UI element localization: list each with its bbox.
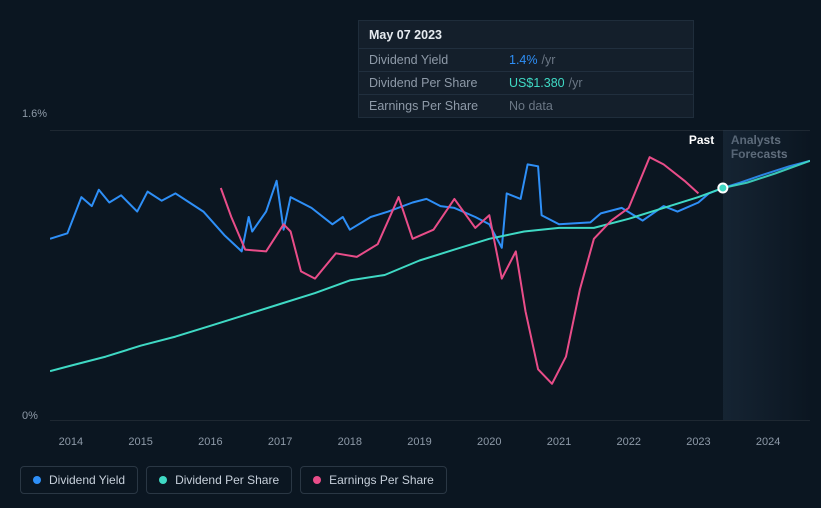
- tooltip-key: Dividend Yield: [369, 53, 509, 67]
- legend-label: Dividend Per Share: [175, 473, 279, 487]
- tooltip-value: US$1.380/yr: [509, 76, 583, 90]
- legend-item[interactable]: Dividend Per Share: [146, 466, 292, 494]
- legend-label: Earnings Per Share: [329, 473, 434, 487]
- marker-dot: [719, 185, 726, 192]
- hover-tooltip: May 07 2023 Dividend Yield1.4%/yrDividen…: [358, 20, 694, 118]
- legend-dot: [159, 476, 167, 484]
- legend-item[interactable]: Earnings Per Share: [300, 466, 447, 494]
- y-axis-label-max: 1.6%: [22, 108, 47, 120]
- series-earnings_per_share: [221, 157, 699, 384]
- legend-item[interactable]: Dividend Yield: [20, 466, 138, 494]
- tooltip-value: 1.4%/yr: [509, 53, 555, 67]
- tooltip-key: Dividend Per Share: [369, 76, 509, 90]
- tooltip-suffix: /yr: [569, 76, 583, 90]
- legend: Dividend Yield Dividend Per Share Earnings…: [20, 466, 447, 494]
- legend-label: Dividend Yield: [49, 473, 125, 487]
- y-axis-label-min: 0%: [22, 410, 38, 422]
- tooltip-row: Earnings Per ShareNo data: [359, 95, 693, 117]
- tooltip-date: May 07 2023: [359, 21, 693, 49]
- series-dividend_per_share: [50, 188, 723, 371]
- legend-dot: [33, 476, 41, 484]
- tooltip-suffix: /yr: [542, 53, 556, 67]
- tooltip-key: Earnings Per Share: [369, 99, 509, 113]
- tooltip-row: Dividend Per ShareUS$1.380/yr: [359, 72, 693, 95]
- series-dividend_yield: [50, 164, 723, 251]
- tooltip-value: No data: [509, 99, 557, 113]
- legend-dot: [313, 476, 321, 484]
- tooltip-row: Dividend Yield1.4%/yr: [359, 49, 693, 72]
